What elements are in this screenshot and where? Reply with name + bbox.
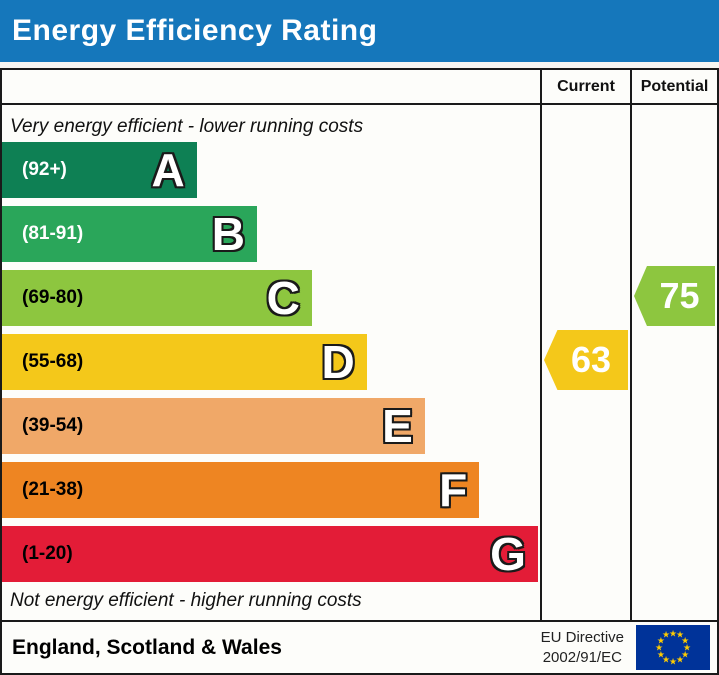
band-letter: A: [151, 144, 185, 196]
band-letter: C: [266, 272, 300, 324]
band-letter: F: [439, 464, 468, 516]
band-letter: E: [382, 400, 413, 452]
band-range-label: (81-91): [22, 223, 84, 244]
eu-flag-star-icon: ★: [668, 628, 678, 638]
eu-flag-star-icon: ★: [668, 656, 678, 666]
eu-flag-star-icon: ★: [661, 654, 671, 665]
band-row-g: (1-20) G: [2, 526, 540, 582]
region-label: England, Scotland & Wales: [12, 635, 282, 659]
band-bar-a: (92+) A: [2, 142, 197, 198]
eu-flag-star-icon: ★: [682, 642, 692, 652]
table-body: Very energy efficient - lower running co…: [2, 105, 717, 620]
band-row-b: (81-91) B: [2, 206, 540, 262]
eu-flag-star-icon: ★: [681, 635, 690, 645]
table-header-row: Current Potential: [2, 70, 717, 105]
potential-rating-value: 75: [659, 275, 700, 316]
eu-flag-star-icon: ★: [656, 635, 665, 645]
band-bar-f: (21-38) F: [2, 462, 480, 518]
rating-table: Current Potential Very energy efficient …: [0, 68, 719, 622]
band-letter: B: [211, 208, 245, 260]
band-range-label: (21-38): [22, 479, 84, 500]
band-range-label: (1-20): [22, 543, 73, 564]
eu-directive-label: EU Directive 2002/91/EC: [541, 628, 624, 667]
band-letter: G: [490, 528, 526, 580]
band-bar-c: (69-80) C: [2, 270, 312, 326]
band-range-label: (69-80): [22, 287, 84, 308]
eu-flag-star-icon: ★: [675, 654, 685, 665]
band-bar-e: (39-54) E: [2, 398, 425, 454]
current-column: 63: [540, 105, 630, 620]
footer-bar: England, Scotland & Wales EU Directive 2…: [0, 622, 719, 675]
potential-column: 75: [630, 105, 717, 620]
band-letter: D: [321, 336, 355, 388]
title-bar: Energy Efficiency Rating: [0, 0, 719, 62]
eu-directive-line2: 2002/91/EC: [542, 648, 622, 666]
column-header-current: Current: [540, 70, 630, 103]
caption-top: Very energy efficient - lower running co…: [10, 116, 364, 137]
page-title: Energy Efficiency Rating: [12, 14, 378, 47]
bands-chart-area: Very energy efficient - lower running co…: [2, 105, 540, 620]
band-range-label: (39-54): [22, 415, 84, 436]
band-bar-d: (55-68) D: [2, 334, 367, 390]
eu-flag-star-icon: ★: [681, 649, 690, 659]
eu-flag-star-icon: ★: [654, 642, 664, 652]
column-header-potential: Potential: [630, 70, 717, 103]
band-row-a: (92+) A: [2, 142, 540, 198]
band-range-label: (55-68): [22, 351, 84, 372]
eu-flag-star-icon: ★: [656, 649, 665, 659]
current-rating-pointer: 63: [544, 330, 628, 390]
caption-bottom: Not energy efficient - higher running co…: [10, 590, 362, 611]
current-rating-value: 63: [570, 339, 612, 380]
potential-rating-pointer: 75: [634, 266, 715, 326]
eu-directive-line1: EU Directive: [540, 629, 624, 646]
bands-list: (92+) A (81-91) B (69-80) C: [2, 142, 540, 582]
eu-flag-star-icon: ★: [661, 629, 671, 640]
header-spacer-cell: [2, 70, 540, 103]
eu-flag-star-icon: ★: [675, 629, 685, 640]
band-range-label: (92+): [22, 159, 67, 180]
band-bar-b: (81-91) B: [2, 206, 257, 262]
band-row-f: (21-38) F: [2, 462, 540, 518]
band-row-c: (69-80) C: [2, 270, 540, 326]
band-row-d: (55-68) D: [2, 334, 540, 390]
band-row-e: (39-54) E: [2, 398, 540, 454]
band-bar-g: (1-20) G: [2, 526, 538, 582]
eu-flag-icon: ★ ★ ★ ★ ★ ★ ★ ★ ★ ★ ★ ★: [636, 625, 710, 670]
